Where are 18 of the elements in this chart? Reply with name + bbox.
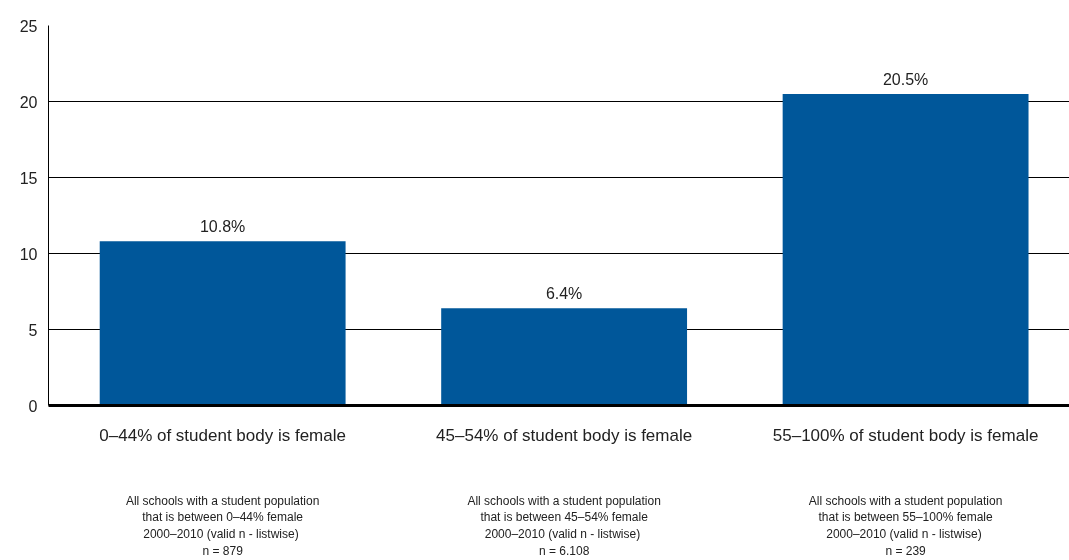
y-tick-label: 0 — [28, 397, 38, 415]
y-tick-label: 10 — [19, 245, 38, 263]
y-tick-label: 20 — [19, 93, 38, 111]
y-tick-label: 15 — [19, 169, 38, 187]
text: All schools with a student population that is between 45–54% female 2000–2010 (valid n - listwise) n = 6.108 — [467, 493, 661, 558]
y-tick-label: 5 — [28, 321, 38, 339]
bar — [782, 93, 1029, 406]
x-tick-label: 45–54% of student body is female — [436, 425, 693, 445]
bar — [441, 308, 688, 406]
data-label: 20.5% — [882, 70, 929, 88]
text: All schools with a student population that is between 55–100% female 2000–2010 (valid n - listwise) n = 239 — [808, 493, 1003, 558]
y-tick-label: 25 — [19, 17, 38, 35]
x-tick-label: 0–44% of student body is female — [99, 425, 346, 445]
x-tick-label: 55–100% of student body is female — [772, 425, 1039, 445]
bar — [99, 241, 346, 406]
data-label: 10.8% — [199, 218, 246, 236]
text: All schools with a student population that is between 0–44% female 2000–2010 (valid n - listwise) n = 879 — [125, 493, 320, 558]
data-label: 6.4% — [545, 285, 583, 303]
